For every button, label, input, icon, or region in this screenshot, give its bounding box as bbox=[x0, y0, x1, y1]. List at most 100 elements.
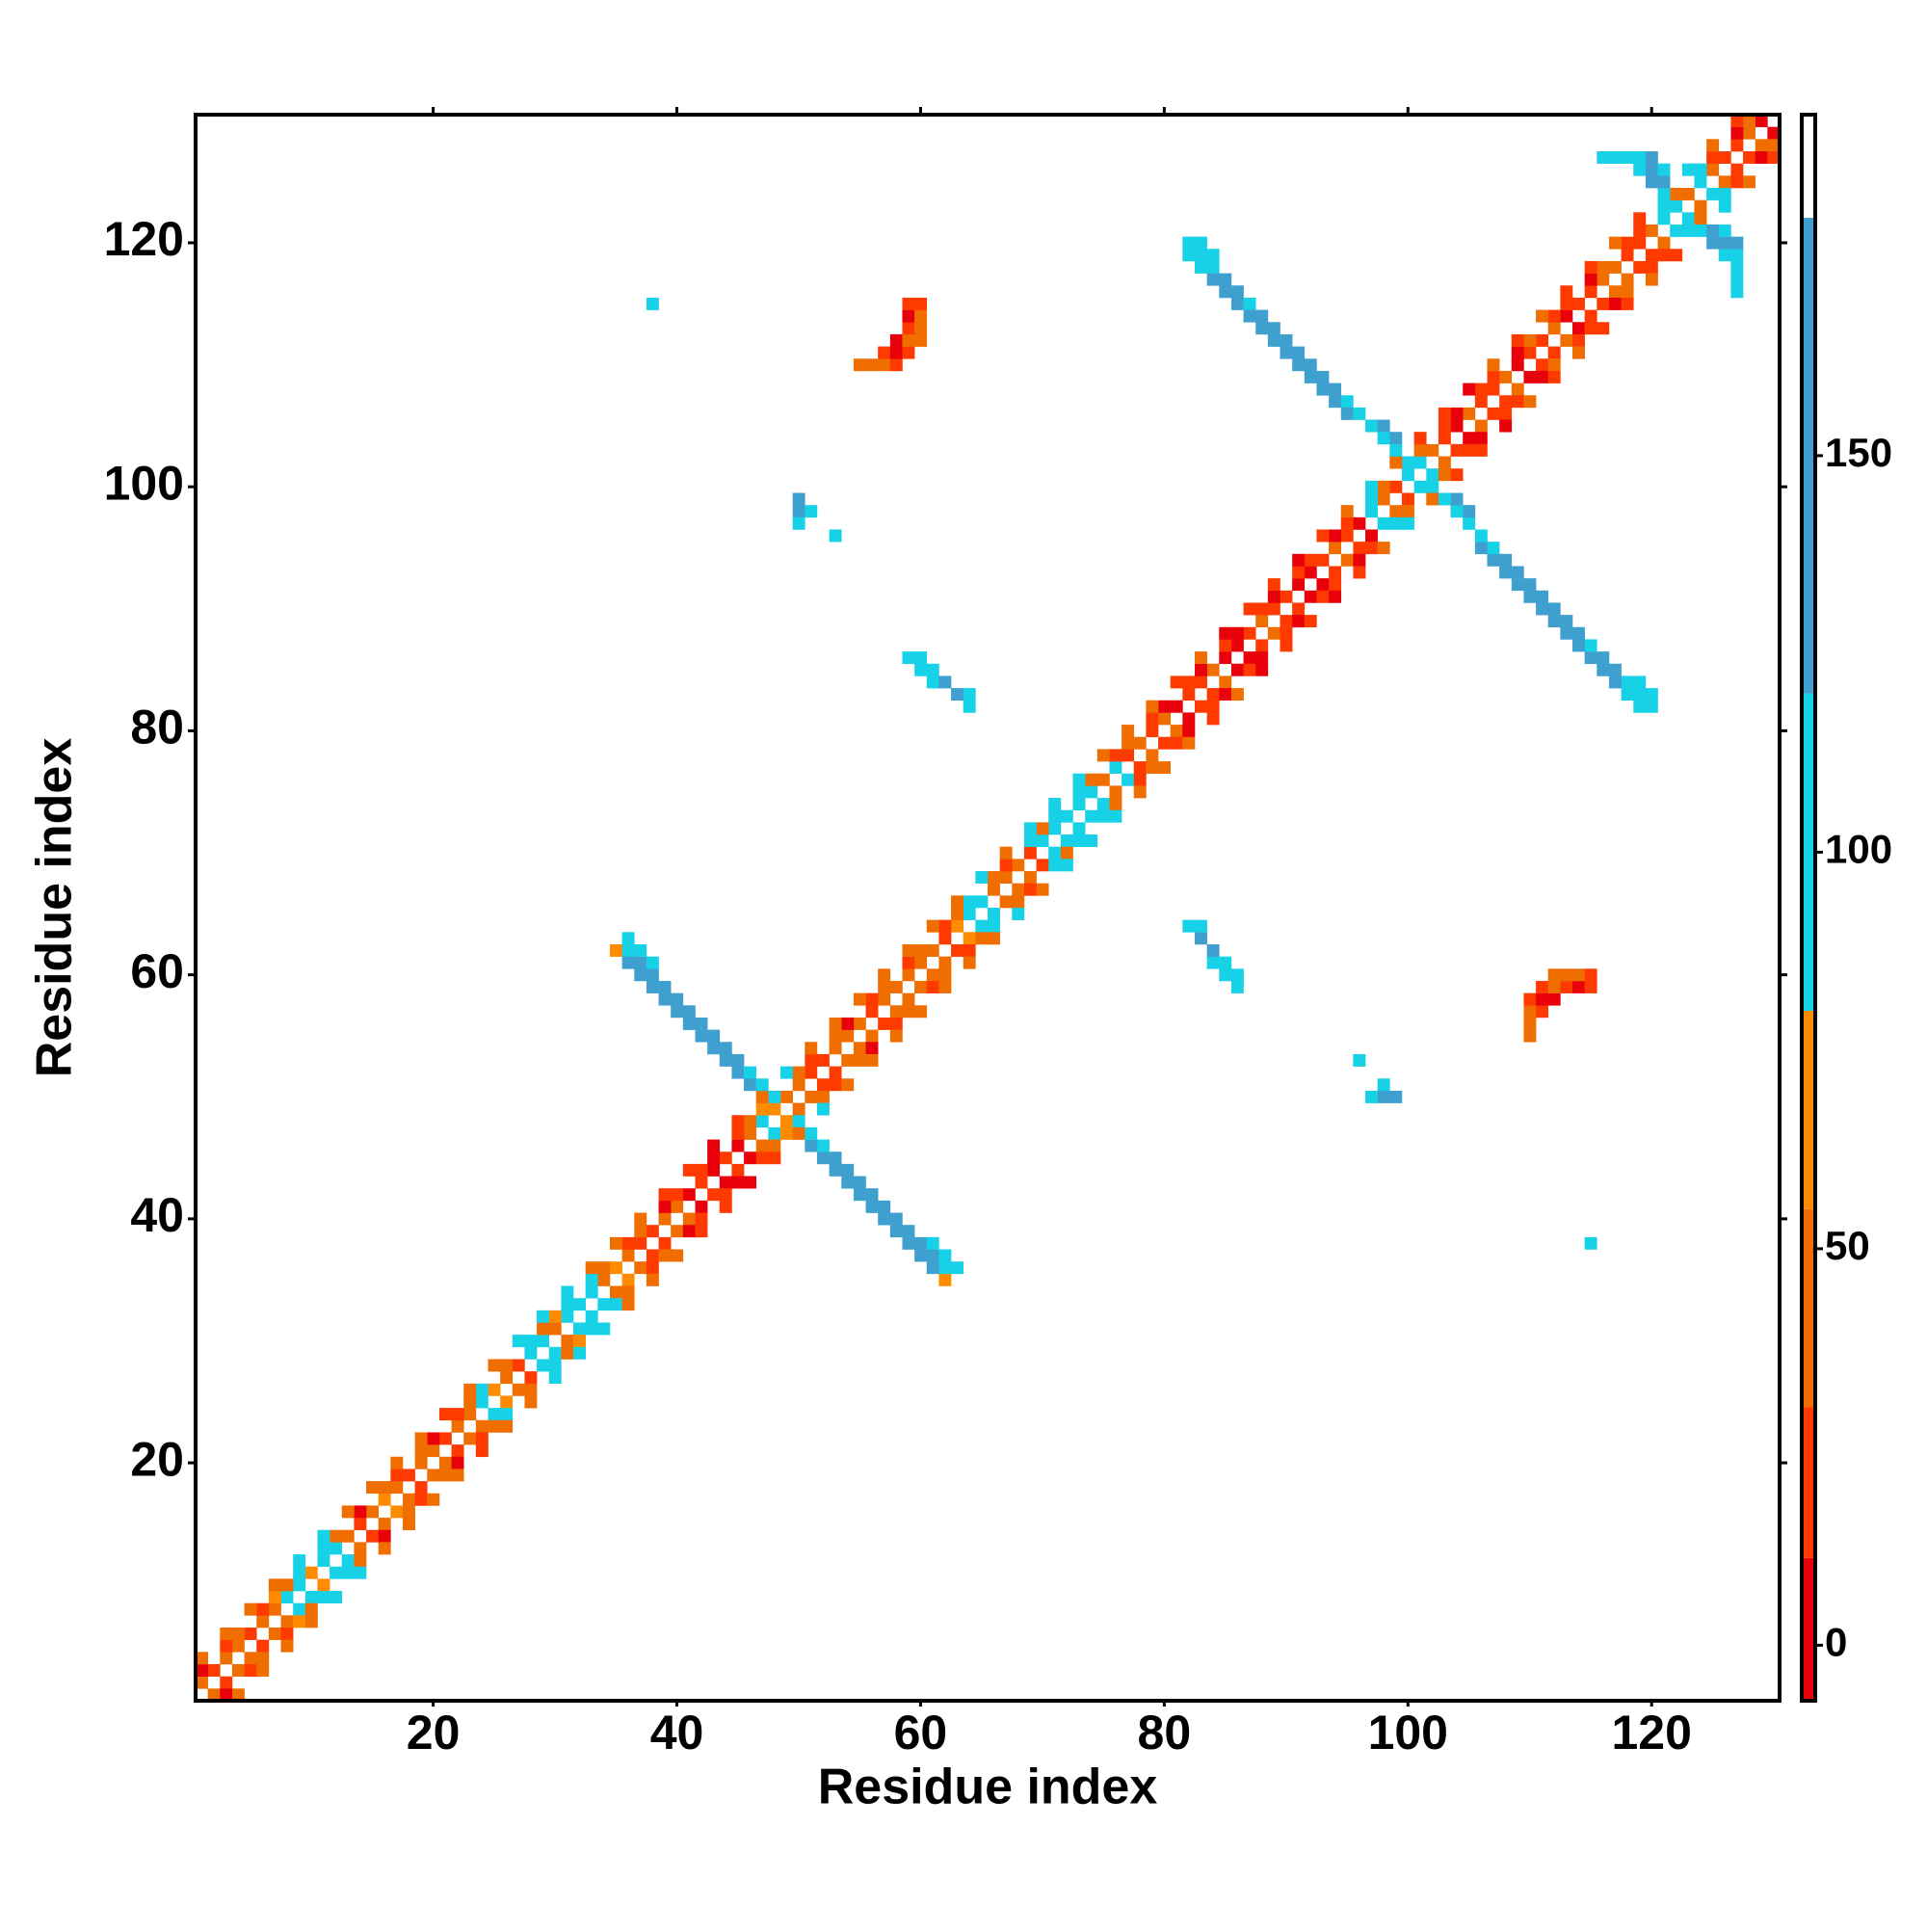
heatmap-cell bbox=[1608, 297, 1622, 310]
heatmap-cell bbox=[816, 1151, 830, 1165]
heatmap-cell bbox=[1109, 761, 1122, 775]
heatmap-cell bbox=[999, 846, 1013, 860]
heatmap-cell bbox=[1401, 456, 1414, 469]
heatmap-cell bbox=[1255, 651, 1269, 665]
heatmap-cell bbox=[926, 943, 939, 957]
heatmap-cell bbox=[1146, 761, 1159, 775]
heatmap-cell bbox=[1499, 419, 1513, 433]
heatmap-cell bbox=[1085, 785, 1098, 799]
heatmap-cell bbox=[1718, 187, 1731, 200]
heatmap-cell bbox=[621, 1236, 635, 1250]
heatmap-cell bbox=[1219, 956, 1232, 969]
heatmap-cell bbox=[682, 1017, 696, 1030]
heatmap-cell bbox=[755, 1078, 769, 1092]
heatmap-cell bbox=[488, 1419, 501, 1433]
heatmap-cell bbox=[548, 1371, 562, 1385]
heatmap-cell bbox=[792, 1102, 805, 1116]
heatmap-cell bbox=[1036, 859, 1049, 872]
heatmap-cell bbox=[500, 1419, 514, 1433]
heatmap-cell bbox=[1340, 407, 1354, 420]
heatmap-cell bbox=[500, 1371, 514, 1385]
heatmap-cell bbox=[829, 1042, 842, 1055]
heatmap-cell bbox=[1536, 1005, 1549, 1019]
heatmap-cell bbox=[1657, 175, 1671, 189]
heatmap-cell bbox=[1401, 492, 1414, 506]
heatmap-cell bbox=[1329, 590, 1342, 603]
heatmap-cell bbox=[207, 1688, 221, 1702]
heatmap-cell bbox=[621, 932, 635, 945]
heatmap-cell bbox=[682, 1163, 696, 1177]
heatmap-cell bbox=[1499, 407, 1513, 420]
heatmap-cell bbox=[1377, 419, 1390, 433]
heatmap-cell bbox=[537, 1335, 550, 1348]
heatmap-cell bbox=[988, 919, 1000, 933]
heatmap-cell bbox=[1755, 139, 1768, 152]
heatmap-cell bbox=[963, 700, 976, 713]
heatmap-cell bbox=[475, 1444, 488, 1458]
heatmap-cell bbox=[609, 1261, 622, 1275]
heatmap-cell bbox=[1645, 273, 1658, 286]
heatmap-cell bbox=[1255, 663, 1269, 676]
heatmap-cell bbox=[1608, 285, 1622, 299]
heatmap-cell bbox=[475, 1432, 488, 1445]
heatmap-cell bbox=[914, 333, 928, 347]
heatmap-cell bbox=[792, 1126, 805, 1140]
heatmap-cell bbox=[1657, 187, 1671, 200]
heatmap-cell bbox=[427, 1493, 440, 1506]
heatmap-cell bbox=[938, 919, 952, 933]
heatmap-cell bbox=[1572, 639, 1585, 652]
heatmap-cell bbox=[573, 1298, 586, 1311]
heatmap-cell bbox=[1340, 516, 1354, 530]
heatmap-cell bbox=[1426, 468, 1439, 482]
heatmap-cell bbox=[1730, 139, 1744, 152]
heatmap-cell bbox=[524, 1371, 538, 1385]
heatmap-cell bbox=[402, 1518, 415, 1531]
heatmap-cell bbox=[1377, 432, 1390, 445]
heatmap-cell bbox=[451, 1419, 464, 1433]
heatmap-cell bbox=[1401, 516, 1414, 530]
heatmap-cell bbox=[438, 1432, 452, 1445]
heatmap-cell bbox=[1694, 163, 1707, 176]
heatmap-cell bbox=[841, 1053, 855, 1067]
heatmap-cell bbox=[1389, 516, 1403, 530]
heatmap-cell bbox=[390, 1469, 404, 1482]
heatmap-cell bbox=[816, 1078, 830, 1092]
heatmap-cell bbox=[829, 1163, 842, 1177]
heatmap-cell bbox=[1718, 175, 1731, 189]
heatmap-cell bbox=[1243, 651, 1256, 665]
heatmap-cell bbox=[1316, 578, 1330, 592]
heatmap-cell bbox=[1718, 224, 1731, 237]
heatmap-cell bbox=[1230, 688, 1244, 701]
heatmap-cell bbox=[878, 1017, 891, 1030]
heatmap-cell bbox=[1353, 516, 1366, 530]
heatmap-cell bbox=[1487, 407, 1500, 420]
heatmap-cell bbox=[646, 968, 659, 982]
heatmap-cell bbox=[1048, 822, 1062, 835]
heatmap-cell bbox=[744, 1078, 757, 1092]
heatmap-cell bbox=[1487, 542, 1500, 555]
heatmap-cell bbox=[561, 1298, 574, 1311]
axes: 20 40 60 80 100 120 20 40 60 80 100 120 0 50 100 150 bbox=[104, 107, 1892, 1760]
x-axis-title: Residue index bbox=[818, 1760, 1158, 1815]
heatmap-cell bbox=[1463, 516, 1476, 530]
heatmap-cell bbox=[1547, 980, 1561, 993]
heatmap-cell bbox=[1230, 639, 1244, 652]
heatmap-cell bbox=[865, 992, 879, 1006]
heatmap-cell bbox=[1170, 736, 1183, 750]
heatmap-cell bbox=[926, 919, 939, 933]
heatmap-cell bbox=[1146, 749, 1159, 762]
heatmap-cell bbox=[841, 1176, 855, 1189]
heatmap-cell bbox=[1584, 260, 1597, 274]
heatmap-cell bbox=[280, 1628, 294, 1640]
heatmap-cell bbox=[1438, 492, 1451, 506]
heatmap-cell bbox=[1523, 590, 1537, 603]
heatmap-cell bbox=[1316, 383, 1330, 396]
heatmap-cell bbox=[524, 1383, 538, 1396]
heatmap-cell bbox=[597, 1273, 611, 1286]
heatmap-cell bbox=[682, 1005, 696, 1019]
heatmap-cell bbox=[268, 1602, 281, 1616]
heatmap-cell bbox=[1560, 980, 1573, 993]
heatmap-cell bbox=[231, 1639, 245, 1653]
heatmap-cell bbox=[780, 1115, 793, 1128]
heatmap-cell bbox=[1645, 700, 1658, 713]
